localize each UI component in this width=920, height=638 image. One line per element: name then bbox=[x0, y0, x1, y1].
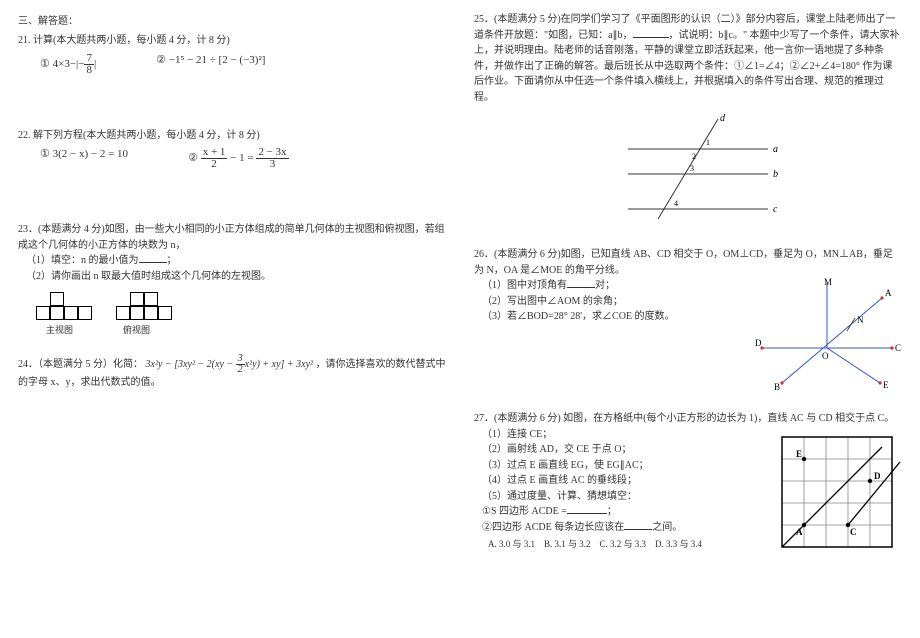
l-3: 3 bbox=[690, 164, 694, 173]
blank bbox=[139, 253, 167, 263]
q27-options: A. 3.0 与 3.1 B. 3.1 与 3.2 C. 3.2 与 3.3 D… bbox=[488, 537, 762, 550]
left-column: 三、解答题： 21. 计算(本大题共两小题，每小题 4 分，计 8 分) ① 4… bbox=[18, 12, 446, 626]
q26-body: （1）图中对顶角有 对； （2）写出图中∠AOM 的余角； （3）若∠BOD=28… bbox=[474, 278, 902, 393]
q24-a: 24．（本题满分 5 分）化简： bbox=[18, 359, 143, 370]
q22-parts: ① 3(2 − x) − 2 = 10 ② x + 12 − 1 = 2 − 3… bbox=[40, 147, 446, 170]
q22: 22. 解下列方程(本大题共两小题，每小题 4 分，计 8 分) ① 3(2 −… bbox=[18, 128, 446, 211]
l-4: 4 bbox=[674, 199, 678, 208]
l-b: b bbox=[773, 169, 778, 180]
q22-ld: 2 bbox=[201, 159, 228, 170]
q21-p2: ② −1⁵ − 21 ÷ [2 − (−3)²] bbox=[156, 53, 265, 76]
q21-p1: ① 4×3−|−78| bbox=[40, 53, 96, 76]
q26-s1t: 对； bbox=[595, 280, 615, 291]
circ-1: ① bbox=[40, 58, 50, 70]
l-1: 1 bbox=[706, 138, 710, 147]
q21-p1a: 4×3−|− bbox=[53, 58, 85, 70]
q23-s2: （2）请你画出 n 取最大值时组成这个几何体的左视图。 bbox=[26, 269, 446, 285]
q25-figure: a b c d 1 2 3 4 bbox=[588, 109, 788, 229]
q26: 26．(本题满分 6 分)如图，已知直线 AB、CD 相交于 O，OM⊥CD，垂… bbox=[474, 247, 902, 393]
q27-s5a-p: ①S 四边形 ACDE = bbox=[482, 506, 567, 517]
circ-2b: ② bbox=[188, 152, 198, 164]
q21-fd: 8 bbox=[84, 65, 94, 76]
shapes bbox=[36, 292, 446, 320]
q27-s2: （2）画射线 AD，交 CE 于点 O； bbox=[482, 442, 762, 458]
q27-s1: （1）连接 CE； bbox=[482, 427, 762, 443]
q21-p2e: −1⁵ − 21 ÷ [2 − (−3)²] bbox=[169, 54, 266, 66]
q23: 23．(本题满分 4 分)如图，由一些大小相同的小正方体组成的简单几何体的主视图… bbox=[18, 222, 446, 336]
q27-stem: 27．(本题满分 6 分) 如图，在方格纸中(每个小正方形的边长为 1)，直线 … bbox=[474, 411, 902, 427]
q21-parts: ① 4×3−|−78| ② −1⁵ − 21 ÷ [2 − (−3)²] bbox=[40, 53, 446, 76]
q27-s5a-t: ； bbox=[607, 506, 617, 517]
q27-figure: A C D E bbox=[772, 427, 902, 557]
q22-rd: 3 bbox=[256, 159, 288, 170]
q26-s3: （3）若∠BOD=28° 28'，求∠COE 的度数。 bbox=[482, 309, 742, 325]
q21-stem: 21. 计算(本大题共两小题，每小题 4 分，计 8 分) bbox=[18, 33, 446, 49]
q23-s1-wrap: （1）填空：n 的最小值为 ； bbox=[26, 253, 446, 269]
l-2: 2 bbox=[692, 152, 696, 161]
blank-q25 bbox=[633, 28, 669, 38]
l-c: c bbox=[773, 204, 778, 215]
q27-s5b-p: ②四边形 ACDE 每条边长应该在 bbox=[482, 522, 624, 533]
q27-s5b-t: 之间。 bbox=[652, 522, 682, 533]
q26-s1w: （1）图中对顶角有 对； bbox=[482, 278, 742, 294]
p-B: B bbox=[774, 382, 780, 392]
q26-figure: M A N D C O B E bbox=[752, 278, 902, 393]
q26-stem: 26．(本题满分 6 分)如图，已知直线 AB、CD 相交于 O，OM⊥CD，垂… bbox=[474, 247, 902, 278]
p-M: M bbox=[824, 278, 832, 287]
q24-txt: 24．（本题满分 5 分）化简： 3x²y − [3xy² − 2(xy − 3… bbox=[18, 354, 446, 391]
q25-stem: 25．(本题满分 5 分)在同学们学习了《平面图形的认识（二）》部分内容后，课堂… bbox=[474, 12, 902, 105]
l-a: a bbox=[773, 144, 778, 155]
q21-p1b: | bbox=[94, 58, 96, 70]
opt-a: A. 3.0 与 3.1 bbox=[488, 539, 535, 549]
q25: 25．(本题满分 5 分)在同学们学习了《平面图形的认识（二）》部分内容后，课堂… bbox=[474, 12, 902, 229]
p-D: D bbox=[755, 338, 762, 348]
g-A: A bbox=[796, 527, 803, 537]
p-A: A bbox=[885, 288, 892, 298]
q23-s1t: ； bbox=[167, 255, 177, 266]
lbl-top: 俯视图 bbox=[123, 323, 150, 336]
q22-stem: 22. 解下列方程(本大题共两小题，每小题 4 分，计 8 分) bbox=[18, 128, 446, 144]
g-C: C bbox=[850, 527, 857, 537]
g-D: D bbox=[874, 471, 881, 481]
q27-s5a: ①S 四边形 ACDE = ； bbox=[482, 504, 762, 520]
top-view bbox=[116, 292, 172, 320]
circ-2: ② bbox=[156, 54, 166, 66]
opt-d: D. 3.3 与 3.4 bbox=[655, 539, 702, 549]
q22-p2: ② x + 12 − 1 = 2 − 3x3 bbox=[188, 147, 288, 170]
q21: 21. 计算(本大题共两小题，每小题 4 分，计 8 分) ① 4×3−|−78… bbox=[18, 33, 446, 116]
lbl-main: 主视图 bbox=[46, 323, 73, 336]
q27: 27．(本题满分 6 分) 如图，在方格纸中(每个小正方形的边长为 1)，直线 … bbox=[474, 411, 902, 557]
g-E: E bbox=[796, 449, 802, 459]
q27-s3: （3）过点 E 画直线 EG，使 EG∥AC； bbox=[482, 458, 762, 474]
blank-q27a bbox=[567, 504, 607, 514]
blank-q26 bbox=[567, 278, 595, 288]
p-C: C bbox=[895, 343, 901, 353]
circ-1b: ① bbox=[40, 148, 50, 160]
q27-body: （1）连接 CE； （2）画射线 AD，交 CE 于点 O； （3）过点 E 画… bbox=[474, 427, 902, 557]
q22-p1e: 3(2 − x) − 2 = 10 bbox=[53, 148, 128, 160]
q24-expr: 3x²y − [3xy² − 2(xy − 32x²y) + xy] + 3xy… bbox=[146, 359, 314, 370]
main-view bbox=[36, 292, 92, 320]
q21-fn: 7 bbox=[84, 53, 94, 65]
blank-q27b bbox=[624, 520, 652, 530]
q23-s1: （1）填空：n 的最小值为 bbox=[26, 255, 139, 266]
q23-stem: 23．(本题满分 4 分)如图，由一些大小相同的小正方体组成的简单几何体的主视图… bbox=[18, 222, 446, 253]
opt-b: B. 3.1 与 3.2 bbox=[544, 539, 591, 549]
section-title: 三、解答题： bbox=[18, 12, 446, 27]
q26-s1: （1）图中对顶角有 bbox=[482, 280, 567, 291]
q24: 24．（本题满分 5 分）化简： 3x²y − [3xy² − 2(xy − 3… bbox=[18, 354, 446, 391]
p-E: E bbox=[883, 380, 889, 390]
opt-c: C. 3.2 与 3.3 bbox=[600, 539, 647, 549]
q26-s2: （2）写出图中∠AOM 的余角； bbox=[482, 294, 742, 310]
p-O: O bbox=[822, 351, 829, 361]
q27-s4: （4）过点 E 画直线 AC 的垂线段； bbox=[482, 473, 762, 489]
l-d: d bbox=[720, 113, 726, 124]
right-column: 25．(本题满分 5 分)在同学们学习了《平面图形的认识（二）》部分内容后，课堂… bbox=[474, 12, 902, 626]
p-N: N bbox=[857, 315, 864, 325]
view-labels: 主视图 俯视图 bbox=[36, 323, 446, 336]
q27-s5: （5）通过度量、计算、猜想填空： bbox=[482, 489, 762, 505]
q27-s5b: ②四边形 ACDE 每条边长应该在 之间。 bbox=[482, 520, 762, 536]
q22-m: − 1 = bbox=[227, 152, 256, 164]
q22-p1: ① 3(2 − x) − 2 = 10 bbox=[40, 147, 128, 170]
